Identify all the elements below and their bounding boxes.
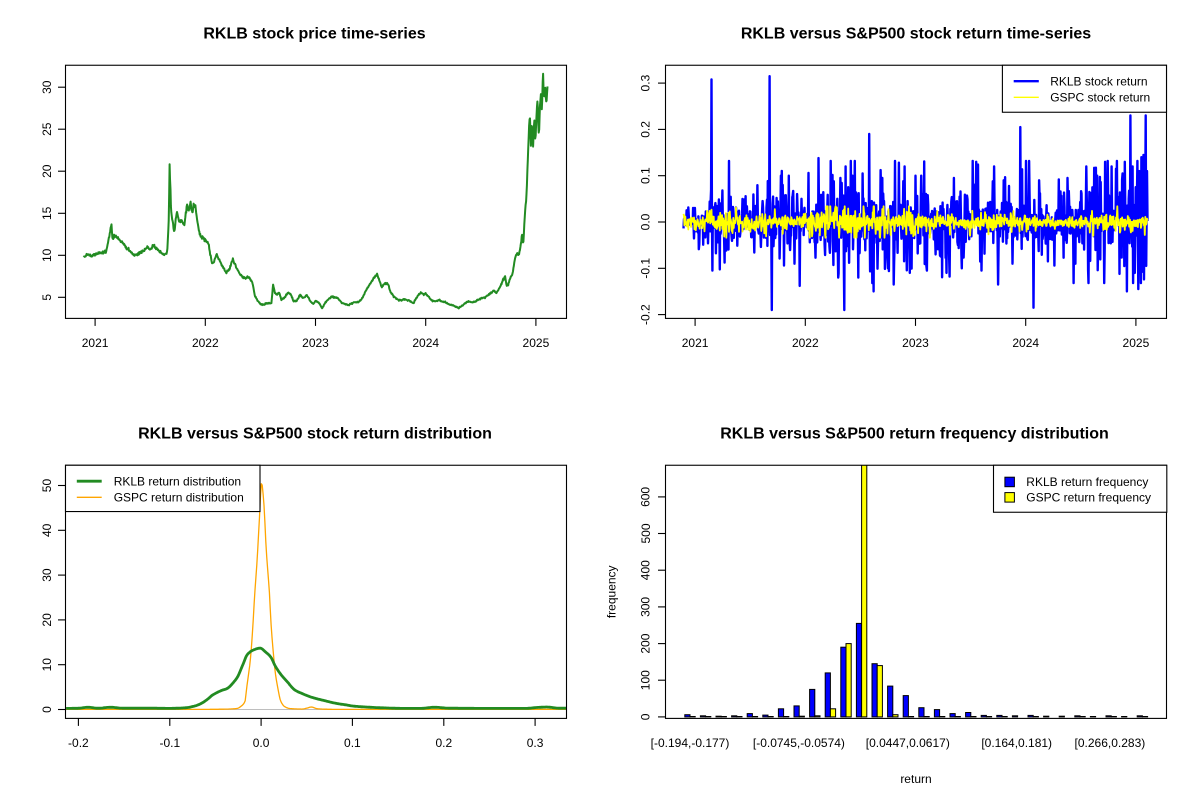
svg-text:0: 0 xyxy=(639,713,653,720)
svg-text:30: 30 xyxy=(40,568,54,582)
svg-text:RKLB versus S&P500 stock retur: RKLB versus S&P500 stock return distribu… xyxy=(138,426,492,443)
svg-text:0.1: 0.1 xyxy=(344,736,361,750)
svg-text:2022: 2022 xyxy=(192,336,219,350)
svg-text:40: 40 xyxy=(40,523,54,537)
svg-text:GSPC return frequency: GSPC return frequency xyxy=(1026,491,1151,505)
svg-text:-0.2: -0.2 xyxy=(68,736,89,750)
svg-text:20: 20 xyxy=(40,164,54,178)
svg-text:2023: 2023 xyxy=(902,336,929,350)
svg-text:2024: 2024 xyxy=(1012,336,1039,350)
svg-text:GSPC return distribution: GSPC return distribution xyxy=(114,491,244,505)
svg-text:0.1: 0.1 xyxy=(639,167,653,184)
svg-text:RKLB stock price time-series: RKLB stock price time-series xyxy=(203,26,425,43)
svg-text:[0.164,0.181): [0.164,0.181) xyxy=(981,736,1052,750)
svg-text:600: 600 xyxy=(639,487,653,507)
svg-text:RKLB versus S&P500 stock retur: RKLB versus S&P500 stock return time-ser… xyxy=(741,26,1091,43)
svg-text:2023: 2023 xyxy=(302,336,329,350)
svg-text:5: 5 xyxy=(40,294,54,301)
svg-text:return: return xyxy=(900,772,931,786)
svg-text:0.3: 0.3 xyxy=(527,736,544,750)
svg-text:[-0.0745,-0.0574): [-0.0745,-0.0574) xyxy=(753,736,845,750)
svg-text:[-0.194,-0.177): [-0.194,-0.177) xyxy=(651,736,730,750)
svg-text:RKLB return frequency: RKLB return frequency xyxy=(1026,475,1148,489)
svg-text:500: 500 xyxy=(639,523,653,543)
svg-text:2021: 2021 xyxy=(82,336,109,350)
svg-text:-0.1: -0.1 xyxy=(159,736,180,750)
svg-text:[0.0447,0.0617): [0.0447,0.0617) xyxy=(866,736,950,750)
svg-text:400: 400 xyxy=(639,560,653,580)
svg-text:0.2: 0.2 xyxy=(639,121,653,138)
svg-text:0.3: 0.3 xyxy=(639,74,653,91)
svg-text:2022: 2022 xyxy=(792,336,819,350)
svg-text:25: 25 xyxy=(40,122,54,136)
svg-text:200: 200 xyxy=(639,633,653,653)
svg-text:15: 15 xyxy=(40,206,54,220)
svg-text:2024: 2024 xyxy=(412,336,439,350)
svg-text:GSPC stock return: GSPC stock return xyxy=(1050,91,1150,105)
svg-text:100: 100 xyxy=(639,670,653,690)
svg-text:300: 300 xyxy=(639,597,653,617)
svg-text:-0.2: -0.2 xyxy=(639,304,653,325)
svg-text:2025: 2025 xyxy=(1123,336,1150,350)
svg-text:0.0: 0.0 xyxy=(253,736,270,750)
svg-text:0: 0 xyxy=(40,706,54,713)
svg-text:10: 10 xyxy=(40,248,54,262)
svg-text:2021: 2021 xyxy=(682,336,709,350)
svg-text:0.0: 0.0 xyxy=(639,213,653,230)
svg-text:20: 20 xyxy=(40,613,54,627)
svg-text:0.2: 0.2 xyxy=(435,736,452,750)
svg-text:50: 50 xyxy=(40,479,54,493)
svg-text:RKLB return distribution: RKLB return distribution xyxy=(114,474,241,488)
svg-text:-0.1: -0.1 xyxy=(639,258,653,279)
svg-text:[0.266,0.283): [0.266,0.283) xyxy=(1075,736,1146,750)
svg-text:30: 30 xyxy=(40,80,54,94)
svg-text:2025: 2025 xyxy=(523,336,550,350)
svg-text:RKLB stock return: RKLB stock return xyxy=(1050,74,1147,88)
svg-text:10: 10 xyxy=(40,658,54,672)
svg-text:frequency: frequency xyxy=(605,565,619,618)
svg-text:RKLB versus S&P500 return freq: RKLB versus S&P500 return frequency dist… xyxy=(720,426,1109,443)
